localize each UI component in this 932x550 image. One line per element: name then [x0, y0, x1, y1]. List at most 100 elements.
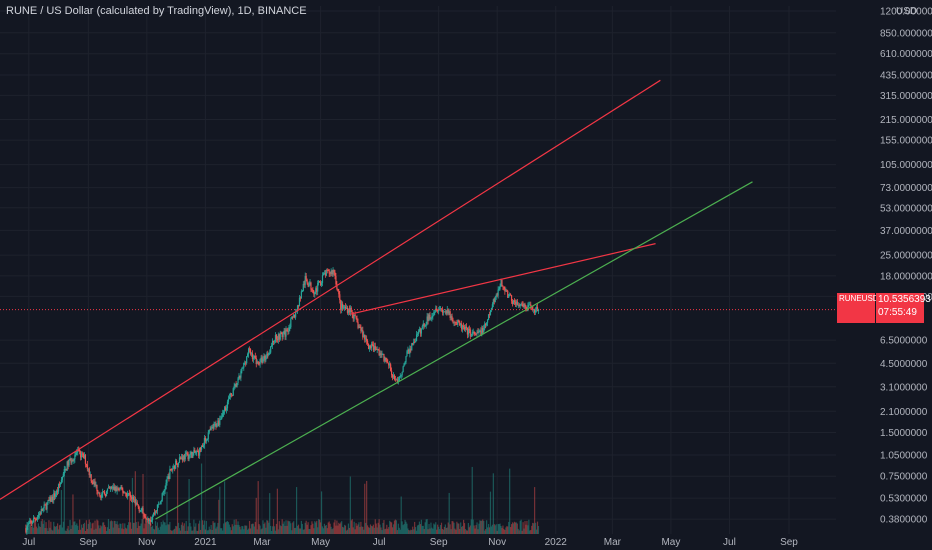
volume-bar [91, 523, 93, 534]
candle-body [180, 457, 183, 459]
volume-bar [199, 520, 201, 534]
volume-bar [223, 523, 225, 534]
y-tick-label: 215.0000000 [880, 115, 932, 126]
volume-bar [183, 523, 185, 534]
volume-bar [184, 530, 186, 534]
candle-body [83, 455, 86, 458]
candle-body [480, 330, 482, 336]
volume-bar [488, 527, 491, 534]
candle-body [112, 486, 114, 488]
candle-body [233, 385, 235, 389]
candle-body [127, 493, 129, 497]
volume-bar [239, 526, 241, 534]
volume-bar [403, 524, 405, 534]
volume-bar [69, 519, 71, 534]
candle-body [529, 304, 531, 306]
candle-body [168, 476, 170, 479]
volume-bar [62, 521, 64, 534]
candle-body [165, 482, 167, 489]
volume-bar [515, 522, 517, 534]
volume-bar [422, 525, 424, 534]
volume-bar [103, 522, 105, 534]
candle-body [254, 356, 256, 359]
volume-bar [161, 524, 163, 534]
volume-bar [396, 530, 398, 534]
candle-body [460, 323, 462, 326]
x-axis[interactable]: Jul Sep Nov 2021 Mar May Jul Sep Nov 2022 Mar May Ju… [22, 537, 798, 548]
candle-body [259, 359, 261, 365]
x-tick-label: Jul [373, 537, 386, 548]
volume-bar [501, 527, 503, 534]
volume-bar [203, 520, 206, 534]
volume-bar [312, 523, 314, 534]
volume-bar [272, 519, 275, 534]
candle-body [403, 363, 405, 367]
volume-bar [537, 526, 540, 534]
volume-bar [419, 524, 421, 534]
candle-body [280, 332, 282, 334]
volume-bar [47, 530, 49, 534]
volume-bar [157, 527, 159, 534]
volume-bar [173, 529, 175, 534]
volume-bar [379, 524, 381, 534]
volume-bar [68, 530, 70, 534]
x-tick-label: Nov [488, 537, 506, 548]
volume-bar [246, 525, 248, 534]
volume-bar [530, 529, 532, 534]
trendlines[interactable] [0, 79, 753, 520]
candle-body [33, 518, 36, 519]
volume-bar [169, 521, 171, 534]
volume-bar [433, 523, 435, 534]
volume-bar [378, 519, 380, 534]
volume-bar [32, 527, 35, 534]
volume-bar [278, 521, 280, 534]
candle-body [292, 316, 294, 318]
candle-body [458, 320, 460, 322]
candle-body [288, 327, 290, 332]
candle-body [223, 407, 226, 412]
volume-bar [326, 528, 328, 534]
volume-bar [195, 523, 197, 534]
candle-body [248, 348, 251, 350]
volume-bar [159, 526, 161, 534]
candle-body [384, 357, 386, 361]
candle-body [533, 309, 535, 310]
y-tick-label: 850.0000000 [880, 28, 932, 39]
candle-body [510, 294, 512, 296]
volume-bar [473, 525, 475, 534]
candle-body [412, 343, 414, 345]
candle-body [119, 488, 121, 490]
candle-body [349, 307, 351, 313]
candle-body [279, 332, 281, 340]
candle-body [278, 334, 280, 340]
volume-bar [105, 530, 108, 534]
volume-bar [145, 521, 147, 534]
volume-bar [332, 528, 334, 534]
candle-body [426, 316, 428, 324]
candle-body [255, 358, 257, 365]
candle-body [462, 325, 464, 330]
candle-body [398, 376, 400, 381]
candle-body [332, 270, 334, 275]
candle-body [523, 303, 525, 308]
candle-body [30, 520, 32, 522]
candle-body [527, 304, 529, 311]
candle-body [281, 332, 283, 338]
y-tick-label: 6.5000000 [880, 336, 928, 347]
volume-bar [283, 521, 285, 534]
volume-bar [151, 526, 153, 534]
volume-bar [400, 496, 402, 534]
candle-body [271, 340, 274, 346]
candle-body [375, 348, 377, 350]
volume-bar [189, 522, 191, 534]
y-tick-label: 73.0000000 [880, 183, 932, 194]
candle-body [497, 289, 499, 296]
candle-body [512, 300, 515, 305]
candle-body [170, 469, 172, 470]
volume-bar [330, 526, 332, 534]
x-tick-label: Nov [138, 537, 156, 548]
candle-body [204, 438, 207, 442]
volume-bar [436, 529, 438, 534]
candle-body [508, 295, 510, 298]
